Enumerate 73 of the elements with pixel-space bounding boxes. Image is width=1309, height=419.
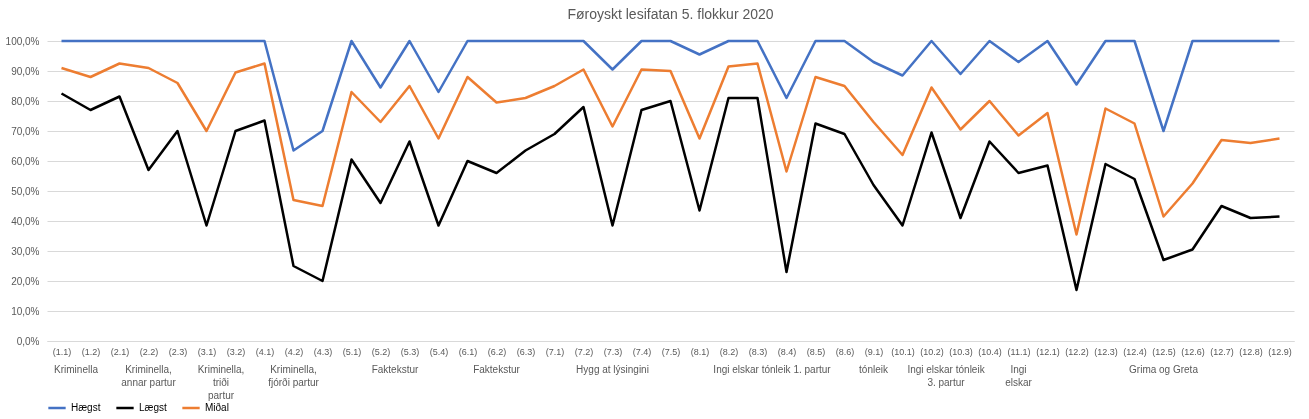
x-tick-label: (12.7) [1210,346,1234,357]
y-tick-label: 60,0% [11,155,40,167]
x-tick-label: (8.5) [806,346,826,357]
x-tick-label: (7.4) [632,346,652,357]
y-tick-label: 0,0% [16,335,40,347]
x-tick-label: (4.3) [313,346,333,357]
x-tick-label: (4.2) [284,346,304,357]
text: Kriminella, annar partur [121,364,177,388]
x-tick-label: (7.2) [574,346,594,357]
y-tick-label: 70,0% [11,125,40,137]
legend-label: Miðal [205,402,229,413]
x-tick-label: (5.2) [371,346,391,357]
text: Kriminella, fjórði partur [268,364,320,388]
text: Ingi elskar [1005,364,1033,388]
y-tick-label: 50,0% [11,185,40,197]
x-tick-label: (11.1) [1007,346,1031,357]
legend-label: Hægst [71,402,101,413]
x-tick-label: (3.1) [197,346,217,357]
line-series [60,39,1281,152]
x-tick-label: (2.3) [168,346,188,357]
x-tick-label: (12.2) [1065,346,1089,357]
text: Grima og Greta [1129,364,1199,375]
line-series [60,92,1281,292]
x-tick-label: (7.5) [661,346,681,357]
text: Faktekstur [371,364,420,375]
x-tick-label: (7.3) [603,346,623,357]
text: Kriminella [54,364,99,375]
y-tick-label: 20,0% [11,275,40,287]
x-tick-label: (12.8) [1239,346,1263,357]
x-tick-label: (8.4) [777,346,797,357]
x-tick-label: (4.1) [255,346,275,357]
x-tick-label: (12.6) [1181,346,1205,357]
x-tick-label: (5.1) [342,346,362,357]
chart-title: Føroyskt lesifatan 5. flokkur 2020 [567,6,774,22]
x-tick-label: (8.6) [835,346,855,357]
y-tick-label: 100,0% [5,35,40,47]
x-tick-label: (6.1) [458,346,478,357]
x-tick-label: (10.4) [978,346,1002,357]
text: Kriminella, triði partur [197,364,245,401]
x-tick-label: (8.1) [690,346,710,357]
y-tick-label: 90,0% [11,65,40,77]
x-tick-label: (10.2) [920,346,944,357]
x-tick-label: (5.4) [429,346,449,357]
x-tick-label: (5.3) [400,346,420,357]
x-tick-label: (1.1) [52,346,72,357]
y-tick-label: 10,0% [11,305,40,317]
x-tick-label: (12.4) [1123,346,1147,357]
y-tick-label: 40,0% [11,215,40,227]
x-tick-label: (12.5) [1152,346,1176,357]
text: Faktekstur [473,364,521,375]
x-tick-label: (1.2) [81,346,101,357]
text: tónleik [859,364,889,375]
legend-label: Lægst [139,402,168,413]
x-tick-label: (10.1) [891,346,915,357]
x-tick-label: (8.2) [719,346,739,357]
text: Hygg at lýsingini [576,364,649,375]
x-tick-label: (2.2) [139,346,159,357]
x-tick-label: (10.3) [949,346,973,357]
x-tick-label: (3.2) [226,346,246,357]
x-tick-label: (12.3) [1094,346,1118,357]
line-series [60,62,1281,236]
y-tick-label: 30,0% [11,245,40,257]
x-tick-label: (7.1) [545,346,565,357]
x-tick-label: (9.1) [864,346,884,357]
y-tick-label: 80,0% [11,95,40,107]
x-tick-label: (12.9) [1268,346,1292,357]
text: Ingi elskar tónleik 1. partur [713,364,832,375]
x-tick-label: (2.1) [110,346,130,357]
x-tick-label: (8.3) [748,346,768,357]
x-tick-label: (6.2) [487,346,507,357]
text: Ingi elskar tónleik 3. partur [907,364,986,388]
x-tick-label: (6.3) [516,346,536,357]
x-tick-label: (12.1) [1036,346,1060,357]
